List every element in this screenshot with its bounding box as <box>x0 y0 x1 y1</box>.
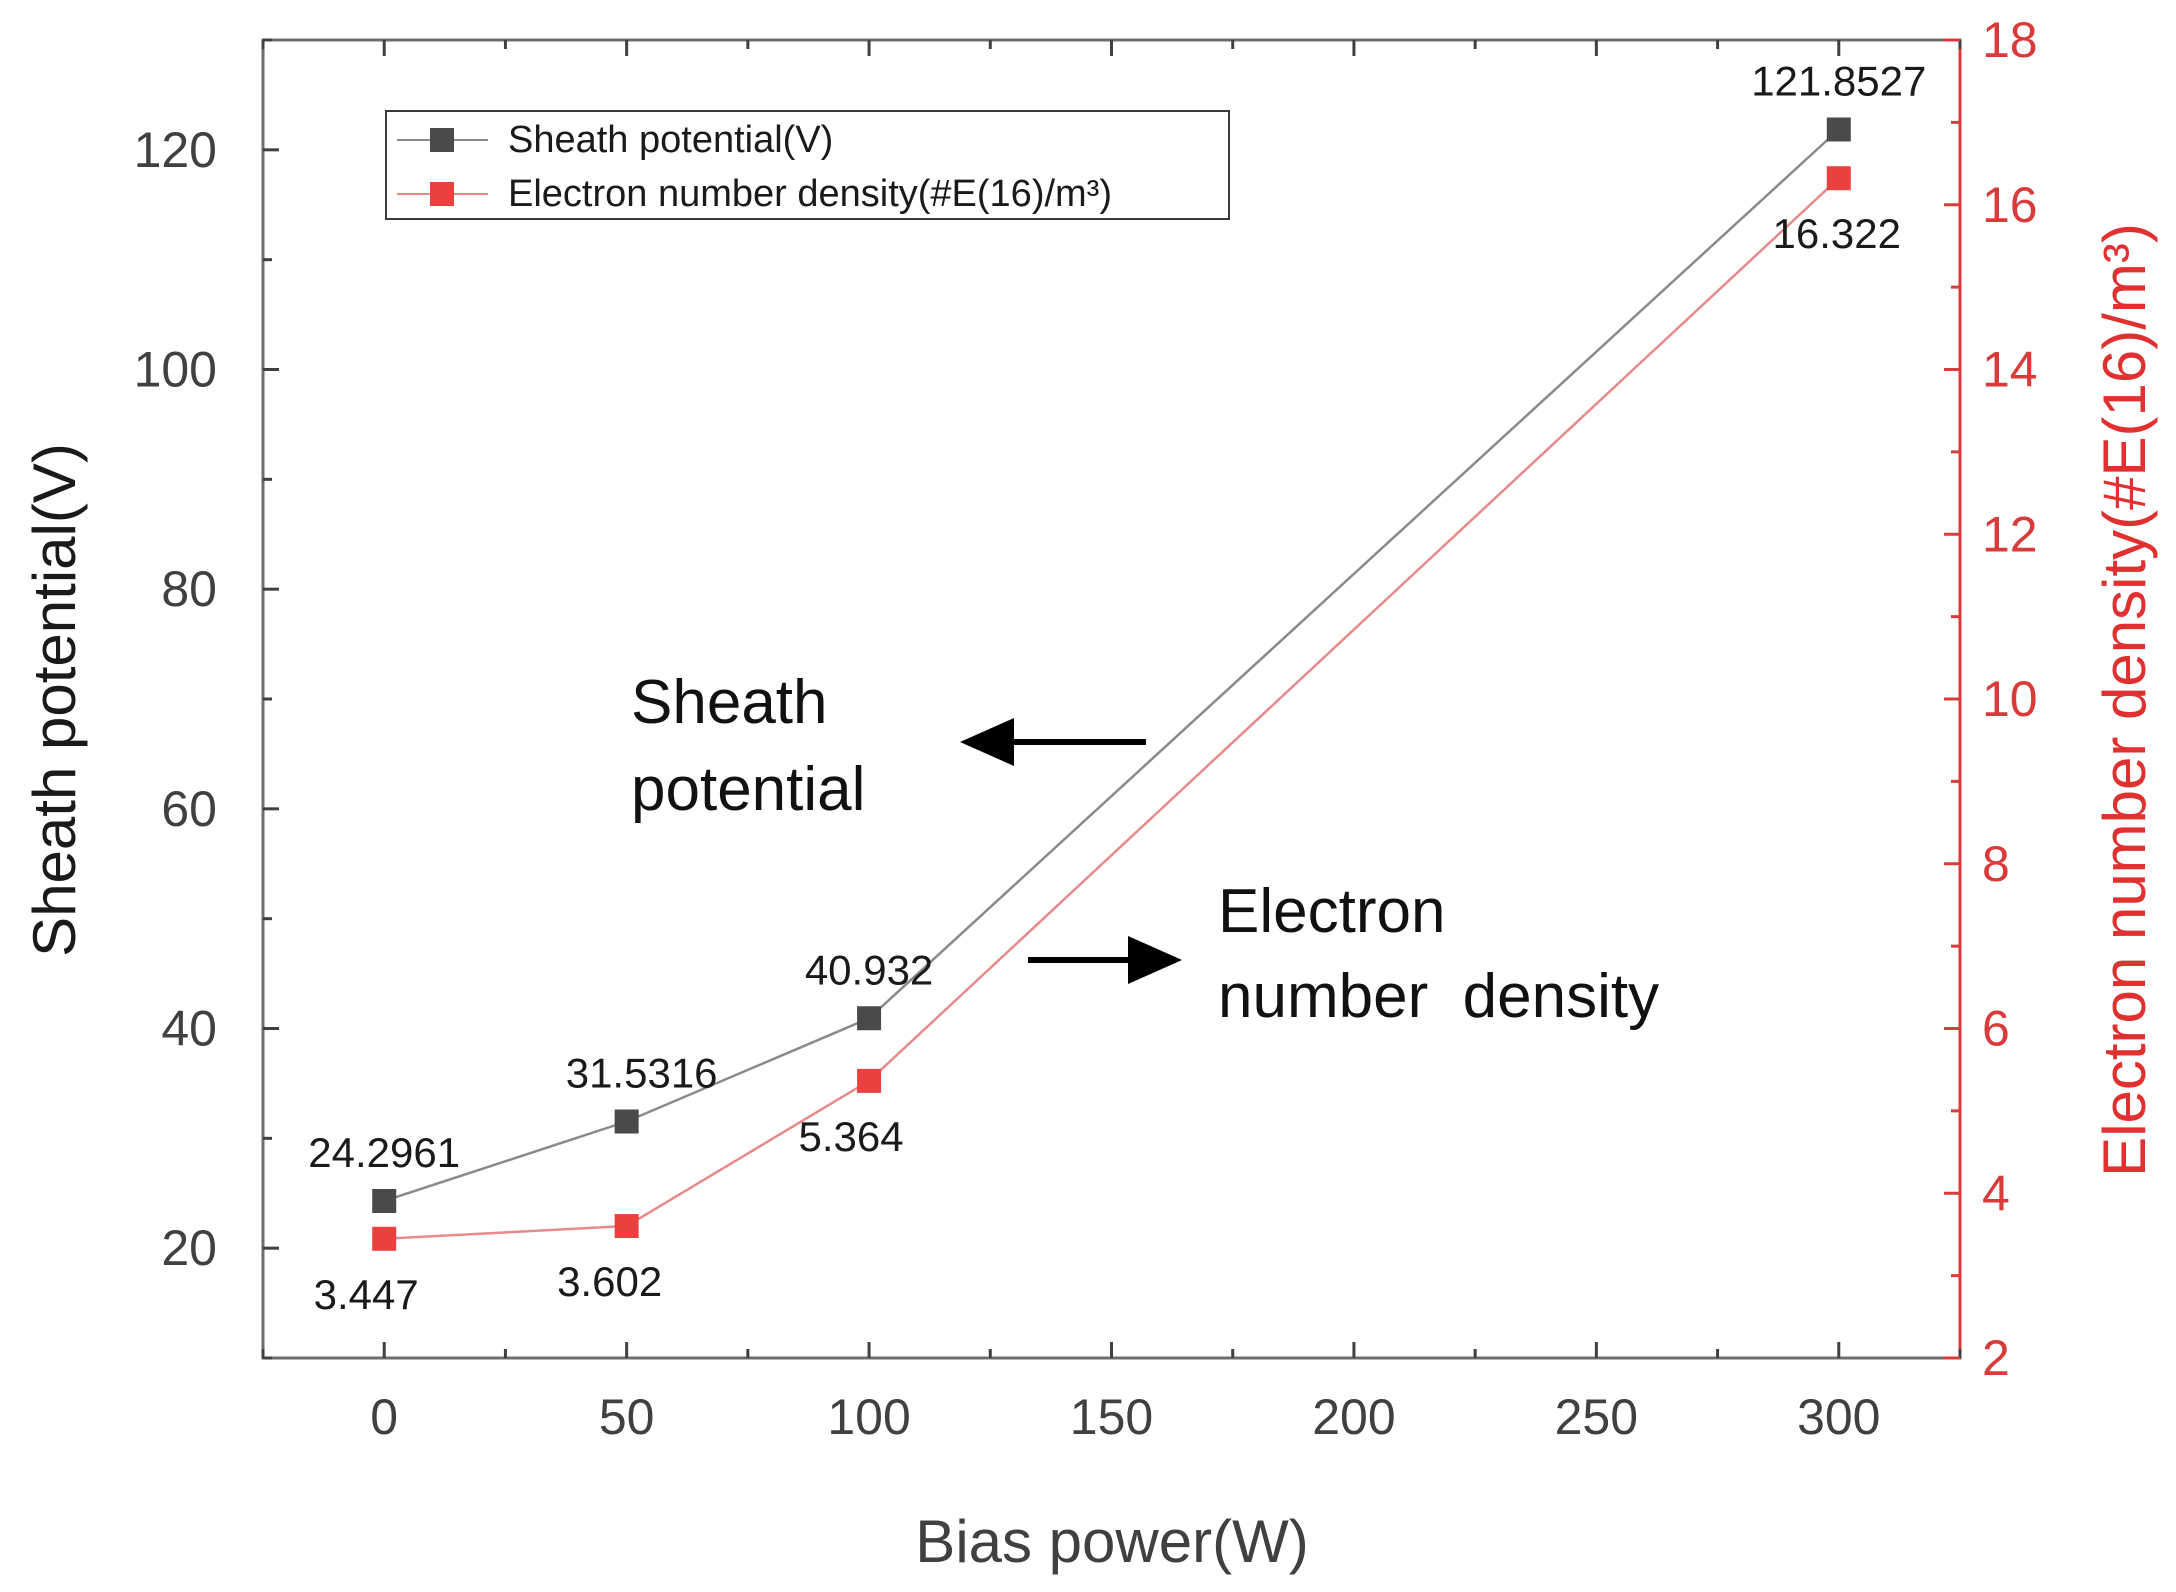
point-electron-density <box>857 1068 882 1093</box>
legend-label-1: Sheath potential(V) <box>508 119 833 161</box>
x-axis-ticks: 0 50 100 150 200 250 300 <box>261 40 1962 1445</box>
data-label-electron-density: 3.602 <box>557 1258 662 1305</box>
data-label-sheath-potential: 24.2961 <box>308 1129 460 1176</box>
y-right-tick-label: 12 <box>1982 506 2038 562</box>
data-label-sheath-potential: 40.932 <box>805 946 933 993</box>
point-sheath-potential <box>372 1188 397 1213</box>
annotation-electron: Electron number density <box>1028 877 1659 1031</box>
x-tick-label: 200 <box>1312 1389 1395 1445</box>
y-left-tick-label: 120 <box>134 122 217 178</box>
annotation-electron-line-2: number density <box>1218 962 1659 1031</box>
x-tick-label: 50 <box>599 1389 655 1445</box>
y-right-axis-ticks: 2 4 6 8 10 12 14 16 18 <box>1944 12 2038 1386</box>
y-right-tick-label: 4 <box>1982 1165 2010 1221</box>
x-tick-label: 300 <box>1797 1389 1880 1445</box>
series-points <box>372 117 1851 1251</box>
legend-box <box>385 110 1230 220</box>
x-axis-title: Bias power(W) <box>915 1508 1308 1575</box>
data-labels: 24.2961 31.5316 40.932 121.8527 3.447 3.602 5.… <box>308 57 1926 1317</box>
annotation-sheath-line-2: potential <box>631 755 865 824</box>
y-right-tick-label: 18 <box>1982 12 2038 68</box>
series-line-electron-density <box>384 177 1840 1241</box>
y-left-axis-ticks: 20 40 60 80 100 120 <box>134 38 279 1360</box>
y-left-tick-label: 80 <box>161 561 217 617</box>
annotation-sheath: Sheath potential <box>631 668 1146 824</box>
x-tick-label: 100 <box>827 1389 910 1445</box>
y-left-tick-label: 40 <box>161 1001 217 1057</box>
y-right-tick-label: 2 <box>1982 1330 2010 1386</box>
series-lines <box>383 128 1840 1241</box>
y-left-tick-label: 100 <box>134 342 217 398</box>
point-sheath-potential <box>1826 117 1851 142</box>
y-left-tick-label: 60 <box>161 781 217 837</box>
point-sheath-potential <box>614 1109 639 1134</box>
y-right-axis-title: Electron number density(#E(16)/m³) <box>2091 223 2158 1177</box>
data-label-electron-density: 3.447 <box>314 1271 419 1318</box>
data-label-sheath-potential: 31.5316 <box>566 1050 718 1097</box>
y-left-axis-title: Sheath potential(V) <box>21 443 88 957</box>
y-left-tick-label: 20 <box>161 1220 217 1276</box>
data-label-electron-density: 5.364 <box>799 1113 904 1160</box>
x-tick-label: 0 <box>370 1389 398 1445</box>
y-right-tick-label: 6 <box>1982 1001 2010 1057</box>
x-tick-label: 150 <box>1070 1389 1153 1445</box>
series-line-sheath-potential <box>383 128 1840 1203</box>
point-electron-density <box>614 1214 639 1239</box>
legend-marker-1 <box>430 128 454 152</box>
annotation-sheath-line-1: Sheath <box>631 668 828 737</box>
point-electron-density <box>1826 166 1851 191</box>
plot-frame <box>261 38 1962 1360</box>
y-right-tick-label: 8 <box>1982 836 2010 892</box>
legend-marker-2 <box>430 182 454 206</box>
data-label-electron-density: 16.322 <box>1773 210 1901 257</box>
legend-label-2: Electron number density(#E(16)/m³) <box>508 173 1112 215</box>
y-right-tick-label: 10 <box>1982 671 2038 727</box>
y-right-tick-label: 16 <box>1982 177 2038 233</box>
annotation-electron-line-1: Electron <box>1218 877 1445 946</box>
data-label-sheath-potential: 121.8527 <box>1751 57 1926 104</box>
legend: Sheath potential(V) Electron number dens… <box>385 110 1230 220</box>
point-electron-density <box>372 1226 397 1251</box>
point-sheath-potential <box>857 1006 882 1031</box>
x-tick-label: 250 <box>1555 1389 1638 1445</box>
y-right-tick-label: 14 <box>1982 342 2038 398</box>
